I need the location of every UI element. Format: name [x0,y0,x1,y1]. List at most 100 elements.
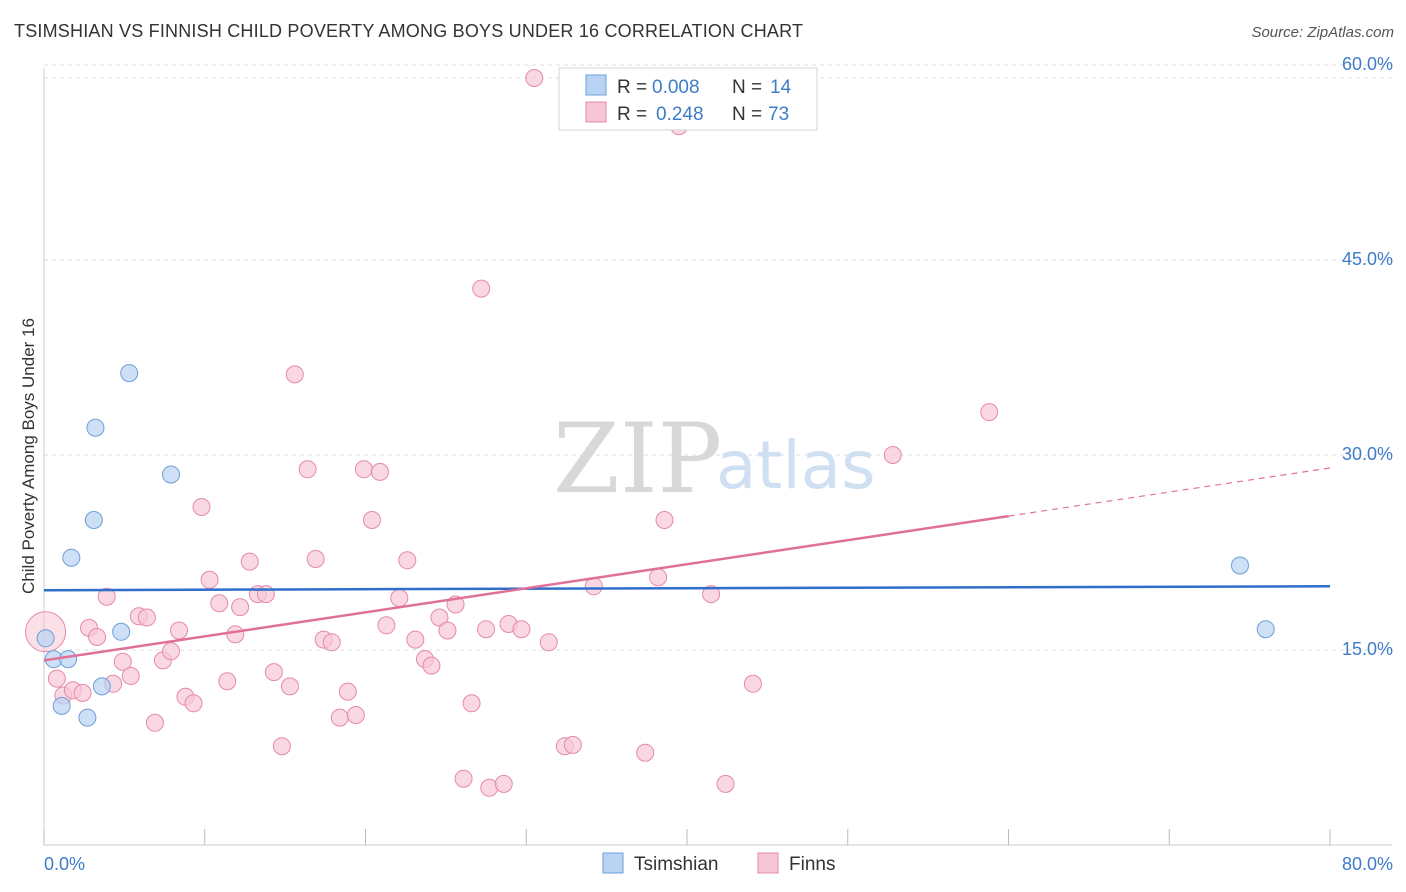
tsimshian-point [1230,556,1249,575]
tsimshian-point [78,708,97,727]
trend-lines [43,467,1331,662]
finns-point [47,669,66,688]
legend-r-value: 0.008 [652,77,700,98]
finns-point [390,589,409,607]
finns-point [702,585,721,604]
finns-point [563,735,582,754]
legend-n-value: 14 [770,77,792,98]
finns-point [161,642,180,661]
y-axis-label: Child Poverty Among Boys Under 16 [19,318,38,594]
finns-point [73,683,92,702]
finns-point [539,633,558,652]
tsimshian-point [52,696,71,715]
finns-point [121,667,140,685]
finns-point [88,628,107,646]
finns-point [406,630,425,649]
legend-swatch-finns [585,101,607,123]
tsimshian-point [120,364,139,383]
bottom-legend-swatch-finns [757,852,779,874]
legend-n-value: 73 [768,104,789,125]
finns-point [398,551,417,570]
finns-trend-line-extension [1008,467,1331,517]
finns-point [430,608,449,627]
x-tick-labels: 0.0% 80.0% [44,854,1393,874]
finns-point [330,708,349,727]
finns-point [264,663,283,682]
finns-point [240,552,259,571]
finns-point [494,774,513,793]
finns-point [192,498,211,516]
legend-swatch-tsimshian [585,74,607,96]
finns-point [655,511,674,529]
finns-point [322,633,341,652]
tsimshian-point [36,629,55,648]
finns-point [636,743,655,762]
x-tick-label: 80.0% [1342,854,1393,874]
finns-point [231,598,250,617]
finns-point [716,774,735,793]
source-credit: Source: ZipAtlas.com [1251,24,1394,41]
legend-r-label: R = [617,77,647,98]
tsimshian-point [84,511,103,529]
x-tick-label: 0.0% [44,854,85,874]
finns-point [477,620,496,639]
tsimshian-point [59,650,78,669]
finns-point [883,446,902,464]
tsimshian-point [86,418,105,437]
finns-point [649,568,668,587]
finns-point [512,620,531,639]
chart-title: TSIMSHIAN VS FINNISH CHILD POVERTY AMONG… [14,21,804,41]
finns-point [306,550,325,568]
bottom-legend-tsimshian: Tsimshian [634,854,718,875]
finns-point [200,570,219,589]
finns-point [218,672,237,691]
axes [43,68,1392,846]
finns-point [285,365,304,384]
finns-trend-line [43,514,1009,662]
watermark-atlas: atlas [716,427,876,504]
finns-point [472,279,491,298]
finns-point [462,694,481,713]
bottom-legend-swatch-tsimshian [602,852,624,874]
finns-point [184,694,203,713]
finns-point [370,462,389,481]
finns-point [454,769,473,788]
legend-r-value: 0.248 [656,104,704,125]
legend-n-label: N = [732,77,762,98]
finns-point [354,460,373,479]
tsimshian-points [36,364,1275,727]
finns-point [743,674,762,693]
bottom-legend-finns: Finns [789,854,835,875]
tsimshian-trend-line [43,585,1331,592]
finns-point [280,677,299,696]
finns-point [210,594,229,613]
legend-n-label: N = [732,104,762,125]
finns-point [525,69,544,87]
finns-point [113,652,132,671]
finns-point [422,656,441,675]
y-tick-label: 30.0% [1342,444,1393,464]
y-tick-labels: 15.0% 30.0% 45.0% 60.0% [1342,54,1393,659]
finns-point [338,682,357,701]
watermark-zip: ZIP [553,403,722,515]
correlation-legend: R = 0.008 N = 14 R = 0.248 N = 73 [558,67,818,131]
finns-point [377,616,396,635]
finns-point [145,713,164,732]
tsimshian-point [62,548,81,567]
x-axis-ticks [43,829,1331,845]
y-tick-label: 15.0% [1342,639,1393,659]
tsimshian-point [161,465,180,484]
finns-point [584,577,603,596]
tsimshian-point [1256,620,1275,639]
series-legend: Tsimshian Finns [602,852,835,875]
finns-point [97,587,116,606]
finns-point [272,737,291,756]
tsimshian-point [92,677,111,696]
finns-point [346,706,365,724]
finns-point [226,625,245,644]
finns-point [438,621,457,640]
legend-r-label: R = [617,104,647,125]
y-tick-label: 45.0% [1342,249,1393,269]
finns-point [137,608,156,627]
